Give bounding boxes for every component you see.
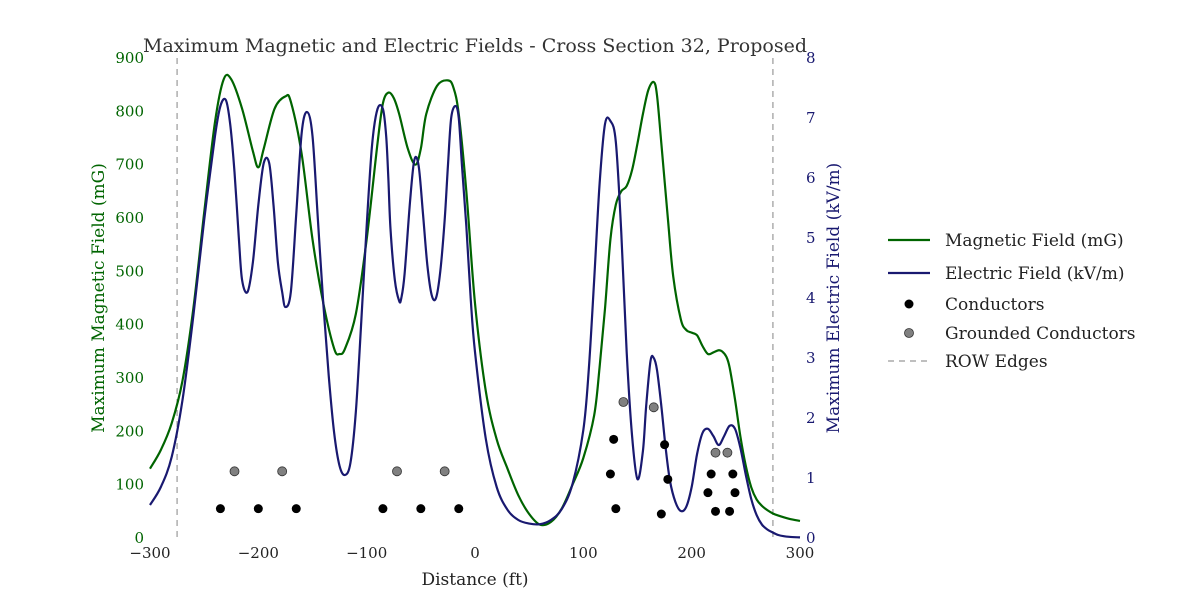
left-axis-label: Maximum Magnetic Field (mG) bbox=[89, 163, 109, 433]
grounded-conductor-point bbox=[722, 447, 733, 458]
left-tick-label: 700 bbox=[115, 156, 144, 174]
x-tick-label: −200 bbox=[238, 544, 279, 562]
conductor-point bbox=[660, 440, 670, 450]
right-axis-ticks: 0 1 2 3 4 5 6 7 8 bbox=[806, 49, 816, 547]
left-tick-label: 200 bbox=[115, 422, 144, 440]
grounded-conductor-point bbox=[648, 402, 659, 413]
left-tick-label: 600 bbox=[115, 209, 144, 227]
conductor-point bbox=[725, 506, 735, 516]
legend-label: Electric Field (kV/m) bbox=[945, 264, 1124, 284]
legend-dot-swatch bbox=[904, 328, 914, 338]
right-tick-label: 1 bbox=[806, 469, 816, 487]
right-tick-label: 5 bbox=[806, 229, 816, 247]
legend-label: Grounded Conductors bbox=[945, 324, 1136, 344]
x-tick-label: 300 bbox=[786, 544, 815, 562]
right-tick-label: 3 bbox=[806, 349, 816, 367]
conductor-point bbox=[378, 504, 388, 514]
x-tick-label: 0 bbox=[470, 544, 480, 562]
conductor-point bbox=[416, 504, 426, 514]
left-tick-label: 500 bbox=[115, 262, 144, 280]
x-tick-label: −100 bbox=[346, 544, 387, 562]
conductor-point bbox=[663, 474, 673, 484]
grounded-conductor-point bbox=[439, 466, 450, 477]
conductor-point bbox=[730, 488, 740, 498]
left-axis-ticks: 0 100 200 300 400 500 600 700 800 900 bbox=[115, 49, 144, 547]
conductor-point bbox=[291, 504, 301, 514]
conductor-point bbox=[706, 469, 716, 479]
conductor-point bbox=[703, 488, 713, 498]
left-tick-label: 900 bbox=[115, 49, 144, 67]
conductor-point bbox=[215, 504, 225, 514]
legend-label: Conductors bbox=[945, 295, 1044, 315]
left-tick-label: 0 bbox=[134, 529, 144, 547]
legend: Magnetic Field (mG) Electric Field (kV/m)… bbox=[888, 231, 1136, 372]
right-tick-label: 8 bbox=[806, 49, 816, 67]
conductor-point bbox=[454, 504, 464, 514]
right-tick-label: 2 bbox=[806, 409, 816, 427]
left-tick-label: 400 bbox=[115, 316, 144, 334]
left-tick-label: 300 bbox=[115, 369, 144, 387]
x-tick-label: −300 bbox=[129, 544, 170, 562]
legend-dot-swatch bbox=[904, 299, 914, 309]
legend-label: ROW Edges bbox=[945, 352, 1048, 372]
right-tick-label: 4 bbox=[806, 289, 816, 307]
right-tick-label: 7 bbox=[806, 109, 816, 127]
grounded-conductor-point bbox=[392, 466, 402, 477]
left-tick-label: 800 bbox=[115, 102, 144, 120]
conductor-point bbox=[656, 509, 666, 519]
conductor-point bbox=[253, 504, 263, 514]
left-tick-label: 100 bbox=[115, 476, 144, 494]
grounded-conductor-point bbox=[710, 447, 721, 458]
row-edges bbox=[176, 58, 774, 538]
x-tick-label: 100 bbox=[569, 544, 598, 562]
conductor-point bbox=[711, 506, 720, 516]
chart-title: Maximum Magnetic and Electric Fields - C… bbox=[143, 35, 807, 57]
conductor-point bbox=[611, 504, 621, 514]
grounded-conductor-point bbox=[277, 466, 288, 477]
right-axis-label: Maximum Electric Field (kV/m) bbox=[824, 163, 844, 434]
electric-field-line bbox=[149, 97, 801, 539]
conductor-point bbox=[609, 434, 619, 444]
conductor-point bbox=[728, 469, 738, 479]
field-curves bbox=[149, 73, 801, 539]
conductor-point bbox=[605, 469, 615, 479]
magnetic-field-line bbox=[149, 73, 801, 527]
right-tick-label: 6 bbox=[806, 169, 816, 187]
x-tick-label: 200 bbox=[677, 544, 706, 562]
x-axis-label: Distance (ft) bbox=[421, 570, 528, 590]
grounded-conductor-point bbox=[229, 466, 240, 477]
right-tick-label: 0 bbox=[806, 529, 816, 547]
legend-label: Magnetic Field (mG) bbox=[945, 231, 1124, 251]
x-axis-ticks: −300 −200 −100 0 100 200 300 bbox=[129, 544, 814, 562]
grounded-conductor-point bbox=[618, 397, 629, 407]
conductor-markers bbox=[215, 397, 740, 519]
